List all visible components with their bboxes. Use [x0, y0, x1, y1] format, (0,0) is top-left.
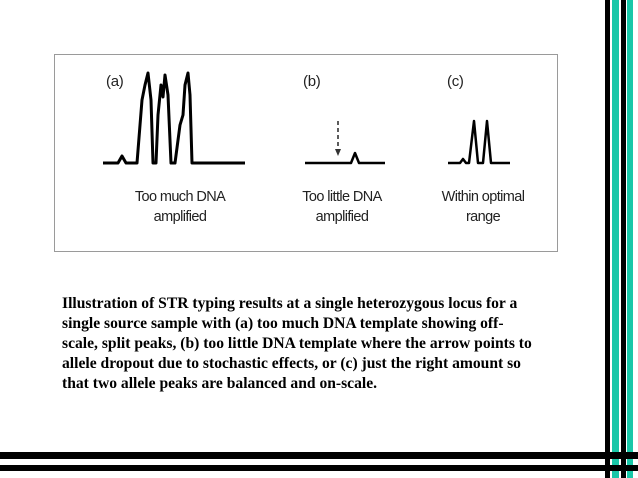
bottom-stripe-upper: [0, 452, 638, 459]
panel-caption-b-line1: Too little DNA: [302, 189, 382, 205]
caption-line: scale, split peaks, (b) too little DNA t…: [62, 335, 532, 352]
electropherogram-traces: [103, 71, 510, 165]
trace-b: [305, 151, 385, 165]
right-stripe-black-inner: [621, 0, 626, 478]
right-stripe-black-outer: [605, 0, 610, 478]
trace-c: [448, 119, 510, 165]
caption-line: single source sample with (a) too much D…: [62, 315, 504, 332]
panel-caption-c-line2: range: [465, 209, 501, 225]
caption-line: that two allele peaks are balanced and o…: [62, 375, 378, 392]
right-stripe-teal-inner: [627, 0, 633, 478]
str-figure: (a) (b) (c) Too much DNA amplified Too l…: [54, 54, 558, 252]
panel-caption-a-line1: Too much DNA: [134, 189, 226, 205]
panel-caption-c-line1: Within optimal: [441, 189, 525, 205]
panel-label-a: (a): [106, 73, 124, 90]
caption-line: allele dropout due to stochastic effects…: [62, 355, 521, 372]
panel-caption-b-line2: amplified: [315, 209, 369, 225]
panel-caption-a-line2: amplified: [153, 209, 207, 225]
dropout-arrow-head: [335, 149, 341, 156]
bottom-stripe-lower: [0, 465, 638, 471]
panel-label-c: (c): [447, 73, 464, 90]
trace-a: [103, 71, 245, 165]
figure-caption: Illustration of STR typing results at a …: [62, 294, 602, 394]
panel-label-b: (b): [303, 73, 321, 90]
caption-line: Illustration of STR typing results at a …: [62, 295, 518, 312]
right-stripe-teal-outer: [612, 0, 619, 478]
